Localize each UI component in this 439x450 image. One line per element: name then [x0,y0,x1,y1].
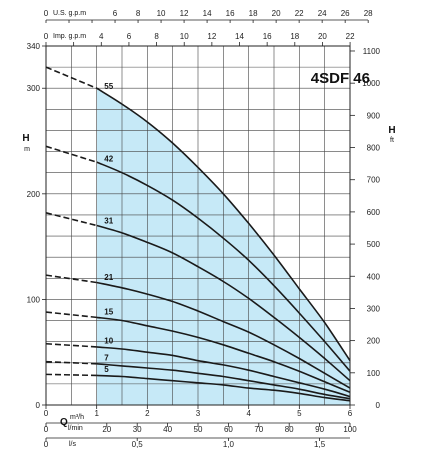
x-tick-label-m3h: 4 [246,409,251,418]
x-tick-label-impgpm: 0 [44,32,49,41]
x-tick-label-lmin: 50 [194,425,203,434]
x-tick-label-usgpm: 0 [44,9,49,18]
x-tick-label-m3h: 6 [348,409,353,418]
top-axis-unit-impgpm: Imp. g.p.m [53,33,86,40]
x-axis-unit-ls: l/s [69,441,77,448]
x-tick-label-usgpm: 26 [341,9,350,18]
x-tick-label-usgpm: 20 [272,9,281,18]
y-tick-label-right: 1100 [363,47,381,56]
curve-21 [96,281,351,389]
x-tick-label-usgpm: 8 [136,9,141,18]
x-axis-unit-m3h: m³/h [70,414,84,421]
curve-5 [96,374,351,402]
x-tick-label-usgpm: 12 [180,9,189,18]
x-tick-label-lmin: 70 [254,425,263,434]
curve-42 [96,161,351,372]
x-tick-label-usgpm: 22 [295,9,304,18]
y-tick-label-right: 700 [367,176,381,185]
x-tick-label-m3h: 1 [94,409,99,418]
x-tick-label-usgpm: 16 [226,9,235,18]
x-axis-title: Q [60,417,68,428]
y-tick-label-left: 200 [27,190,41,199]
y-tick-label-right: 900 [367,111,381,120]
y-tick-label-left: 100 [27,295,41,304]
x-tick-label-lmin: 100 [343,425,357,434]
curve-label-21: 21 [104,273,113,282]
y-axis-title-right: H [388,125,395,136]
y-tick-label-left: 340 [27,42,41,51]
y-tick-label-right: 100 [367,369,381,378]
x-tick-label-impgpm: 6 [127,32,132,41]
x-tick-label-impgpm: 16 [263,32,272,41]
curve-55 [96,87,351,362]
curve-label-15: 15 [104,307,113,316]
x-tick-label-usgpm: 24 [318,9,327,18]
y-tick-label-right: 800 [367,144,381,153]
x-tick-label-m3h: 5 [297,409,302,418]
y-axis-unit-right: ft [390,137,394,144]
y-tick-label-right: 300 [367,304,381,313]
x-tick-label-ls: 0 [44,440,49,449]
x-tick-label-impgpm: 12 [207,32,216,41]
x-tick-label-lmin: 20 [102,425,111,434]
x-axis-unit-lmin: l/min [68,425,83,432]
tick-labels: 0100200300340010020030040050060070080090… [27,9,381,449]
x-tick-label-m3h: 2 [145,409,150,418]
x-tick-label-ls: 0,5 [132,440,144,449]
curve-label-10: 10 [104,337,113,346]
x-tick-label-lmin: 60 [224,425,233,434]
x-tick-label-impgpm: 22 [346,32,355,41]
x-tick-label-impgpm: 4 [99,32,104,41]
plot-frame [42,19,369,441]
x-tick-label-lmin: 90 [315,425,324,434]
x-tick-label-impgpm: 20 [318,32,327,41]
x-tick-label-lmin: 40 [163,425,172,434]
curve-label-42: 42 [104,154,113,163]
x-tick-label-usgpm: 28 [364,9,373,18]
x-tick-label-m3h: 0 [44,409,49,418]
curve-label-55: 55 [104,82,113,91]
y-tick-label-right: 200 [367,337,381,346]
x-tick-label-lmin: 30 [133,425,142,434]
x-tick-label-usgpm: 10 [157,9,166,18]
y-tick-label-right: 600 [367,208,381,217]
x-tick-label-ls: 1,5 [314,440,326,449]
top-axis-unit-usgpm: U.S. g.p.m [53,10,86,17]
curve-label-7: 7 [104,353,109,362]
curve-label-5: 5 [104,365,109,374]
x-tick-label-usgpm: 6 [113,9,118,18]
curve-10 [96,346,351,398]
curve-55-extension [45,66,97,89]
y-tick-label-right: 400 [367,272,381,281]
curve-31 [96,224,351,382]
x-tick-label-lmin: 80 [285,425,294,434]
x-tick-label-impgpm: 8 [154,32,159,41]
x-tick-label-impgpm: 18 [290,32,299,41]
curve-15 [96,316,351,394]
chart-title: 4SDF 46 [311,70,370,87]
x-tick-label-impgpm: 14 [235,32,244,41]
y-tick-label-left: 0 [36,401,41,410]
y-tick-label-left: 300 [27,84,41,93]
x-tick-label-usgpm: 18 [249,9,258,18]
x-tick-label-usgpm: 14 [203,9,212,18]
x-tick-label-lmin: 0 [44,425,49,434]
x-tick-label-impgpm: 10 [180,32,189,41]
y-tick-label-right: 1000 [362,79,380,88]
y-axis-unit-left: m [24,146,30,153]
performance-curves: 55 42 31 21 15 10 7 5 [45,66,351,402]
y-tick-label-right: 0 [376,401,381,410]
y-tick-label-right: 500 [367,240,381,249]
x-tick-label-ls: 1,0 [223,440,235,449]
curve-7 [96,363,351,400]
curve-label-31: 31 [104,217,113,226]
y-axis-title-left: H [22,133,29,144]
x-tick-label-m3h: 3 [196,409,201,418]
